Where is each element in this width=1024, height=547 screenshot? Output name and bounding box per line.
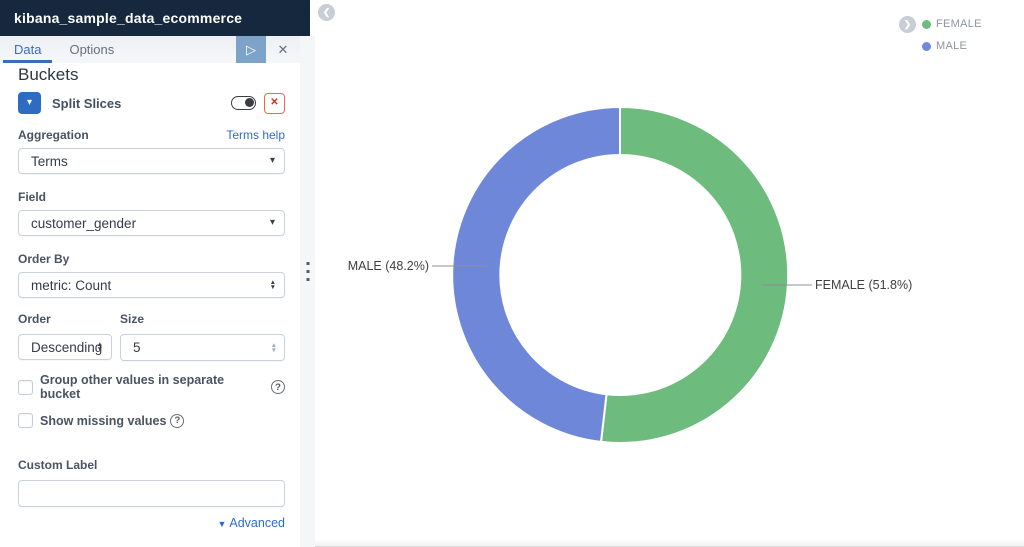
legend-label-female[interactable]: FEMALE <box>936 18 982 30</box>
drag-handle-icon <box>306 262 309 281</box>
field-value: customer_gender <box>31 215 137 231</box>
field-select[interactable]: customer_gender ▾ <box>18 210 285 236</box>
collapse-sidebar-button[interactable]: ❮ <box>318 4 335 21</box>
play-icon: ▷ <box>246 42 256 57</box>
caret-down-icon: ▼ <box>217 519 227 529</box>
index-pattern-header: kibana_sample_data_ecommerce <box>0 0 310 36</box>
aggregation-select[interactable]: Terms ▾ <box>18 148 285 174</box>
aggregation-label-row: Aggregation Terms help <box>18 128 285 142</box>
show-missing-label: Show missing values <box>40 413 167 428</box>
advanced-link[interactable]: Advanced <box>229 516 285 530</box>
buckets-heading: Buckets <box>18 65 79 84</box>
bucket-type-button[interactable]: ▾ <box>18 92 41 114</box>
enable-bucket-toggle[interactable] <box>231 96 256 110</box>
updown-caret-icon: ▲ ▼ <box>96 341 103 353</box>
terms-help-link[interactable]: Terms help <box>226 128 285 142</box>
tab-data[interactable]: Data <box>0 36 55 63</box>
chevron-left-icon: ❮ <box>322 7 331 17</box>
order-by-select[interactable]: metric: Count ▲ ▼ <box>18 272 285 298</box>
close-icon: ✕ <box>277 41 289 57</box>
help-icon[interactable]: ? <box>170 413 185 428</box>
advanced-row: ▼ Advanced <box>18 516 285 530</box>
delete-x-icon: ✕ <box>270 97 279 108</box>
group-other-checkbox[interactable] <box>18 379 33 395</box>
delete-bucket-button[interactable]: ✕ <box>264 92 285 114</box>
number-spinner-icon[interactable]: ▲ ▼ <box>270 341 277 354</box>
group-other-row: Group other values in separate bucket ? <box>18 373 285 401</box>
split-slices-row: ▾ Split Slices ✕ <box>18 92 285 114</box>
custom-label-block: Custom Label <box>18 456 285 507</box>
aggregation-value: Terms <box>31 153 68 169</box>
legend-row-male: MALE <box>922 35 982 57</box>
vis-editor-sidebar: Buckets ▾ Split Slices ✕ Aggregation Ter… <box>0 63 300 547</box>
split-slices-label: Split Slices <box>52 95 122 111</box>
discard-changes-button[interactable]: ✕ <box>266 36 300 63</box>
legend-collapse-button[interactable]: ❯ <box>899 15 916 33</box>
show-missing-checkbox[interactable] <box>18 413 33 428</box>
slice-label-male: MALE (48.2%) <box>348 259 429 273</box>
legend-swatch-female[interactable] <box>922 19 931 29</box>
updown-caret-icon: ▲ ▼ <box>269 279 276 291</box>
aggregation-label: Aggregation <box>18 128 89 142</box>
order-by-value: metric: Count <box>31 277 112 293</box>
order-size-row: Order Descending ▲▼ Size ▲▼ <box>18 310 285 361</box>
donut-chart: MALE (48.2%) FEMALE (51.8%) <box>348 106 912 444</box>
sidebar-tabbar: Data Options ▷ ✕ <box>0 36 300 63</box>
legend-label-male[interactable]: MALE <box>936 40 968 52</box>
group-other-label: Group other values in separate bucket <box>40 373 225 401</box>
field-label: Field <box>18 190 47 204</box>
chevron-down-icon: ▾ <box>26 97 33 108</box>
legend-swatch-male[interactable] <box>922 41 931 51</box>
slice-label-female: FEMALE (51.8%) <box>815 278 912 292</box>
custom-label-input[interactable] <box>18 480 285 507</box>
size-input[interactable] <box>120 334 285 361</box>
pie-slice-female[interactable] <box>600 106 790 444</box>
tab-options[interactable]: Options <box>69 42 115 57</box>
chevron-down-icon: ▾ <box>269 217 275 228</box>
order-label: Order <box>18 312 51 326</box>
chevron-down-icon: ▾ <box>269 155 275 166</box>
field-label-row: Field <box>18 190 285 204</box>
chevron-right-icon: ❯ <box>903 18 912 29</box>
order-by-label: Order By <box>18 252 70 266</box>
chart-legend: ❯ FEMALE MALE <box>899 13 982 57</box>
apply-changes-button[interactable]: ▷ <box>236 36 266 63</box>
pie-slice-male[interactable] <box>451 106 621 443</box>
order-select[interactable]: Descending ▲ ▼ <box>18 334 112 360</box>
order-by-label-row: Order By <box>18 252 285 266</box>
show-missing-row: Show missing values ? <box>18 413 285 428</box>
size-label: Size <box>120 312 145 326</box>
help-icon[interactable]: ? <box>271 380 285 394</box>
order-value: Descending <box>31 339 103 355</box>
panel-resizer[interactable] <box>300 36 315 547</box>
legend-row-female: ❯ FEMALE <box>899 13 982 35</box>
custom-label-label: Custom Label <box>18 458 98 472</box>
visualization-panel: ❮ ❯ FEMALE MALE MALE (48.2%) FEMALE (51.… <box>315 0 1024 547</box>
index-pattern-title: kibana_sample_data_ecommerce <box>14 10 243 26</box>
